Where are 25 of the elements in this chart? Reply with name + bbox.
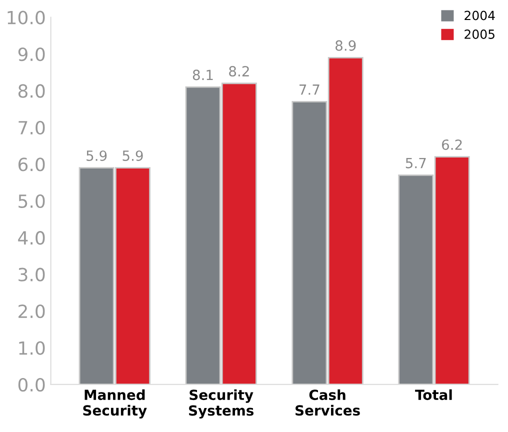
x-tick-label: Cash Services — [296, 389, 360, 416]
y-tick-label: 3.0 — [18, 268, 45, 282]
y-tick-label: 7.0 — [18, 120, 45, 135]
data-label: 5.9 — [122, 150, 143, 161]
x-tick-label: Manned Security — [83, 389, 147, 418]
x-tick-label: Security Systems — [189, 389, 254, 419]
y-tick-label: 9.0 — [18, 47, 45, 62]
legend-label: 2005 — [464, 29, 494, 39]
data-label: 5.7 — [406, 158, 426, 168]
data-label: 8.2 — [229, 66, 249, 77]
y-tick-label: 0.0 — [18, 378, 45, 392]
data-label: 8.1 — [192, 70, 213, 80]
y-tick-label: 5.0 — [18, 194, 45, 208]
x-tick-label: Total — [415, 389, 452, 400]
legend-label: 2004 — [464, 10, 495, 20]
y-tick-label: 1.0 — [19, 341, 45, 355]
y-tick-label: 8.0 — [18, 84, 45, 98]
data-label: 8.9 — [336, 40, 356, 51]
y-tick-label: 6.0 — [18, 158, 45, 172]
data-label: 6.2 — [442, 139, 462, 150]
y-tick-label: 4.0 — [18, 231, 45, 245]
y-tick-label: 10.0 — [8, 10, 45, 24]
y-tick-label: 2.0 — [18, 304, 45, 318]
data-label: 7.7 — [300, 84, 320, 95]
data-label: 5.9 — [86, 150, 107, 161]
